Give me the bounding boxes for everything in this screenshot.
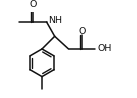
Text: O: O bbox=[29, 0, 36, 9]
Text: NH: NH bbox=[48, 16, 62, 25]
Text: OH: OH bbox=[97, 44, 112, 54]
Text: O: O bbox=[79, 27, 86, 36]
